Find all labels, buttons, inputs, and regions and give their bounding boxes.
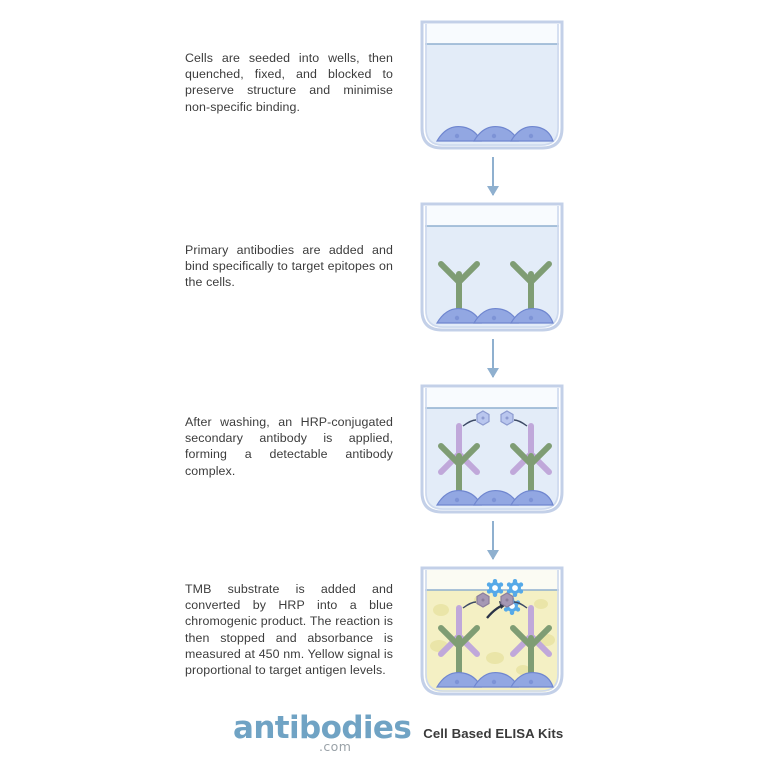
logo-dotcom: .com: [319, 739, 352, 754]
hrp-enzyme: [476, 592, 490, 608]
well-inner-rim: [425, 206, 559, 328]
well-inner-rim: [425, 388, 559, 510]
step-1-description: Cells are seeded into wells, then quench…: [185, 51, 393, 114]
primary-antibody: [438, 443, 480, 493]
brand-logo[interactable]: antibodies .com Cell Based ELISA Kits: [233, 710, 564, 755]
cell: [509, 489, 554, 506]
primary-antibody: [510, 443, 552, 493]
enzyme-linker: [513, 601, 528, 609]
cell: [509, 125, 554, 142]
primary-antibody: [438, 625, 480, 675]
flow-arrow-3-to-4: [487, 521, 499, 560]
cell-group: [435, 125, 554, 142]
enzyme-linker: [513, 419, 528, 427]
footer-tagline: Cell Based ELISA Kits: [423, 726, 564, 741]
tmb-product-particle: [486, 578, 504, 598]
flow-arrow-1-to-2: [487, 157, 499, 196]
step-4-description: TMB substrate is added and converted by …: [185, 582, 393, 678]
flow-arrow-2-to-3: [487, 339, 499, 378]
hrp-enzyme: [500, 592, 514, 608]
hrp-enzyme: [476, 410, 490, 426]
cell: [509, 671, 554, 688]
primary-antibody: [510, 261, 552, 311]
well-inner-rim: [425, 24, 559, 146]
well-primary-antibody: [419, 202, 565, 333]
logo-wordmark: antibodies: [233, 710, 412, 746]
primary-antibody: [438, 261, 480, 311]
cell: [509, 307, 554, 324]
primary-antibody: [510, 625, 552, 675]
well-seeded-cells: [419, 20, 565, 151]
well-secondary-antibody: [419, 384, 565, 515]
cell-group: [435, 489, 554, 506]
well-inner-rim: [425, 570, 559, 692]
hrp-enzyme: [500, 410, 514, 426]
well-tmb-substrate: [419, 566, 565, 697]
step-3-description: After washing, an HRP-conjugated seconda…: [185, 415, 393, 478]
cell-group: [435, 307, 554, 324]
cell-group: [435, 671, 554, 688]
step-2-description: Primary antibodies are added and bind sp…: [185, 243, 393, 290]
enzyme-linker: [462, 601, 477, 609]
footer: antibodies .com Cell Based ELISA Kits: [0, 713, 764, 764]
tmb-product-particle: [506, 578, 524, 598]
enzyme-linker: [462, 419, 477, 427]
